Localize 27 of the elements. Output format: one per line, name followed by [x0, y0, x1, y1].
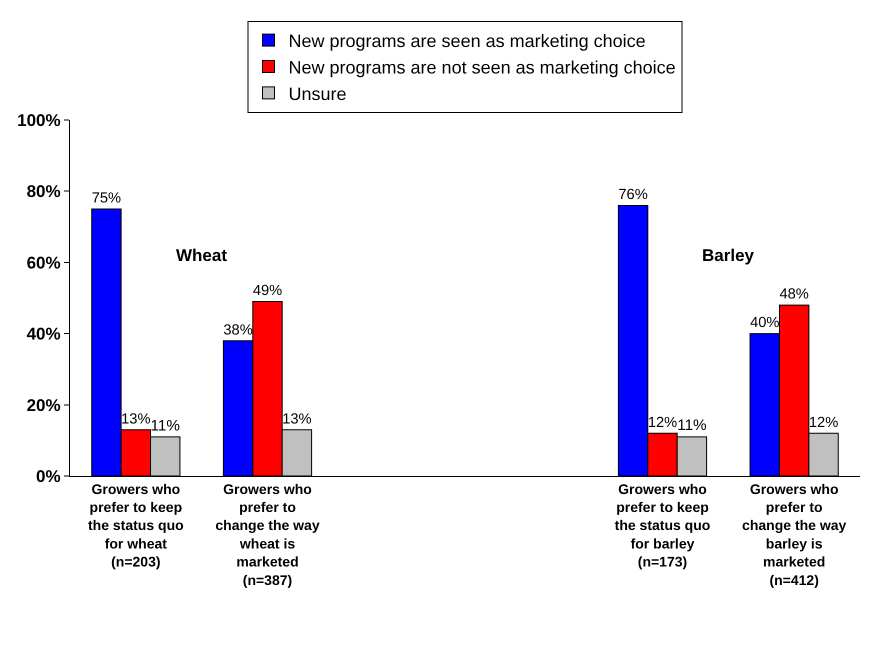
data-label: 11%	[677, 417, 708, 434]
data-label: 48%	[779, 286, 809, 303]
data-label: 12%	[808, 414, 838, 431]
y-tick-label: 0%	[36, 466, 61, 486]
y-tick-label: 80%	[26, 182, 61, 202]
y-tick-label: 20%	[26, 396, 61, 415]
data-label: 11%	[150, 417, 180, 434]
data-label: 38%	[223, 322, 253, 338]
annotation: Wheat	[176, 246, 228, 265]
legend-label: New programs are not seen as marketing choice	[288, 58, 676, 78]
data-label: 12%	[648, 414, 678, 431]
x-tick-label: Growers who prefer to change the way barley is marketed (n=412)	[742, 480, 847, 588]
data-label: 40%	[750, 315, 780, 332]
data-label: 76%	[618, 186, 648, 203]
y-tick-label: 40%	[26, 324, 61, 344]
legend-label: Unsure	[288, 84, 347, 104]
x-tick-label: Growers who prefer to change the way wheat is marketed (n=387)	[215, 480, 320, 588]
y-tick-label: 60%	[26, 253, 61, 272]
x-tick-label: Growers who prefer to keep the status quo for wheat (n=203)	[88, 480, 184, 570]
data-label: 75%	[92, 190, 122, 207]
y-tick-label: 100%	[17, 110, 61, 130]
legend-label: New programs are seen as marketing choice	[288, 31, 646, 52]
x-tick-label: Growers who prefer to keep the status quo for barley (n=173)	[614, 480, 710, 570]
annotation: Barley	[702, 246, 755, 265]
data-label: 13%	[282, 411, 312, 428]
data-label: 13%	[121, 411, 151, 428]
data-label: 49%	[252, 283, 282, 300]
